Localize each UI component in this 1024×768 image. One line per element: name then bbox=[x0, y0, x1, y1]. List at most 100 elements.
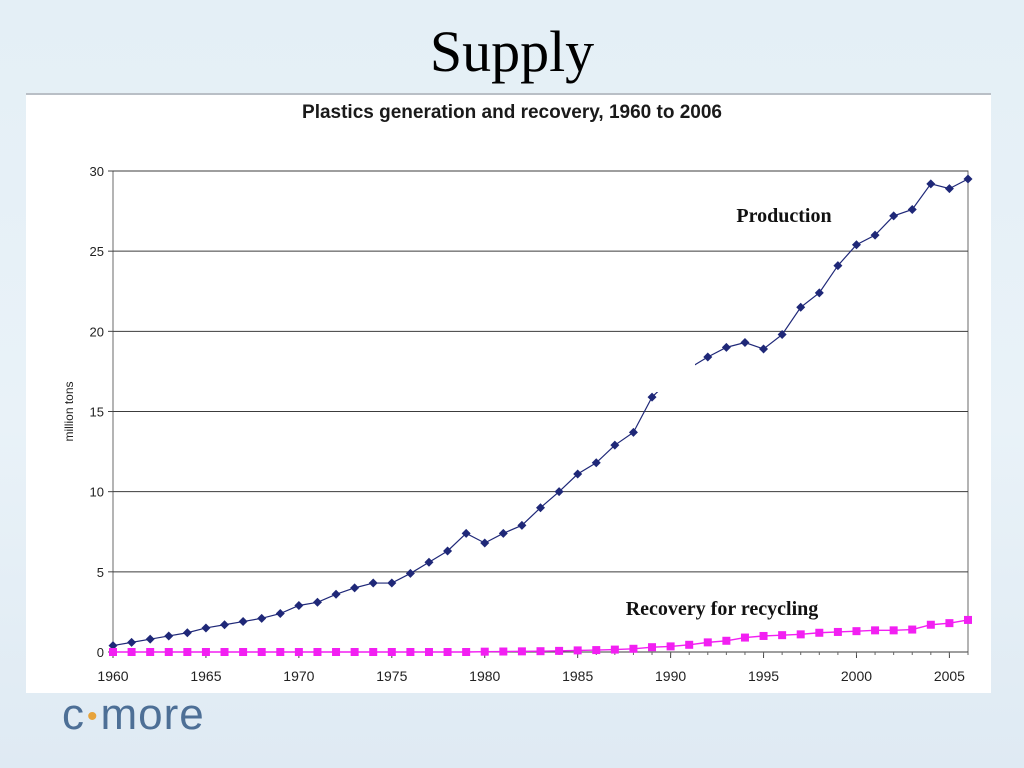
y-tick-label: 5 bbox=[97, 565, 104, 580]
production-point bbox=[647, 392, 657, 402]
production-point bbox=[182, 628, 192, 638]
recovery-point bbox=[592, 646, 601, 655]
production-point bbox=[480, 538, 490, 548]
chart-panel bbox=[26, 93, 991, 693]
production-point bbox=[610, 440, 620, 450]
recovery-point bbox=[722, 636, 731, 645]
production-point bbox=[275, 609, 285, 619]
production-point bbox=[926, 179, 936, 189]
production-point bbox=[721, 342, 731, 352]
production-point bbox=[833, 261, 843, 271]
recovery-line bbox=[113, 619, 969, 653]
recovery-point bbox=[889, 626, 898, 635]
recovery-point bbox=[629, 644, 638, 653]
chart-title: Plastics generation and recovery, 1960 t… bbox=[302, 102, 722, 123]
y-tick-label: 30 bbox=[90, 164, 104, 179]
x-tick-label: 1995 bbox=[748, 668, 779, 684]
recovery-point bbox=[796, 630, 805, 639]
y-tick-label: 15 bbox=[90, 405, 104, 420]
recovery-point bbox=[294, 648, 303, 656]
x-tick-label: 2005 bbox=[934, 668, 965, 684]
x-tick-label: 1970 bbox=[283, 668, 314, 684]
recovery-point bbox=[871, 626, 880, 635]
production-point bbox=[443, 546, 453, 556]
recovery-point bbox=[759, 631, 768, 640]
production-point bbox=[796, 302, 806, 312]
recovery-point bbox=[164, 648, 173, 656]
recovery-point bbox=[183, 648, 192, 656]
recovery-point bbox=[239, 648, 248, 656]
recovery-annotation: Recovery for recycling bbox=[626, 598, 819, 620]
recovery-point bbox=[555, 646, 564, 655]
recovery-point bbox=[276, 648, 285, 656]
production-point bbox=[814, 288, 824, 298]
recovery-point bbox=[146, 648, 155, 656]
production-point bbox=[740, 338, 750, 348]
production-line bbox=[112, 178, 969, 647]
recovery-point bbox=[424, 648, 433, 656]
production-point bbox=[517, 520, 527, 530]
production-point bbox=[703, 352, 713, 362]
recovery-point bbox=[369, 648, 378, 656]
recovery-point bbox=[833, 627, 842, 636]
production-point bbox=[554, 487, 564, 497]
production-point bbox=[145, 634, 155, 644]
recovery-point bbox=[406, 648, 415, 656]
production-point bbox=[759, 344, 769, 354]
logo-dot: • bbox=[87, 700, 99, 734]
production-point bbox=[164, 631, 174, 641]
y-axis-label: million tons bbox=[62, 381, 76, 441]
production-point bbox=[963, 174, 973, 184]
production-point bbox=[591, 458, 601, 468]
recovery-point bbox=[778, 631, 787, 640]
cmore-logo: c•more bbox=[62, 690, 205, 740]
production-point bbox=[777, 330, 787, 340]
production-point bbox=[405, 568, 415, 578]
recovery-point bbox=[852, 627, 861, 636]
x-tick-label: 1990 bbox=[655, 668, 686, 684]
production-point bbox=[628, 427, 638, 437]
recovery-point bbox=[908, 625, 917, 634]
production-point bbox=[851, 240, 861, 250]
y-tick-label: 20 bbox=[90, 324, 104, 339]
y-tick-label: 0 bbox=[97, 645, 104, 660]
production-point bbox=[294, 601, 304, 611]
slide-title: Supply bbox=[429, 19, 595, 84]
recovery-point bbox=[610, 645, 619, 654]
x-tick-label: 2000 bbox=[841, 668, 872, 684]
recovery-point bbox=[685, 640, 694, 649]
recovery-point bbox=[220, 648, 229, 656]
production-annotation: Production bbox=[736, 205, 831, 227]
logo-text-c: c bbox=[62, 690, 85, 739]
production-point bbox=[387, 578, 397, 588]
recovery-point bbox=[387, 648, 396, 656]
recovery-point bbox=[480, 647, 489, 656]
label-mask bbox=[655, 340, 695, 392]
x-tick-label: 1975 bbox=[376, 668, 407, 684]
recovery-point bbox=[127, 648, 136, 656]
production-point bbox=[350, 583, 360, 593]
recovery-point bbox=[926, 620, 935, 629]
production-point bbox=[536, 503, 545, 513]
recovery-point bbox=[666, 642, 675, 651]
x-tick-label: 1985 bbox=[562, 668, 593, 684]
production-point bbox=[312, 597, 322, 607]
recovery-point bbox=[499, 647, 508, 656]
x-tick-label: 1980 bbox=[469, 668, 500, 684]
recovery-point bbox=[462, 648, 471, 656]
recovery-point bbox=[517, 647, 526, 656]
recovery-point bbox=[109, 648, 117, 656]
logo-text-more: more bbox=[100, 690, 205, 739]
recovery-point bbox=[313, 648, 322, 656]
recovery-point bbox=[945, 619, 954, 628]
y-tick-label: 10 bbox=[90, 485, 104, 500]
recovery-point bbox=[443, 648, 452, 656]
recovery-point bbox=[964, 615, 972, 624]
recovery-point bbox=[536, 647, 545, 656]
production-point bbox=[907, 204, 917, 214]
x-tick-label: 1965 bbox=[190, 668, 221, 684]
production-point bbox=[108, 641, 118, 651]
recovery-point bbox=[648, 643, 657, 652]
production-point bbox=[220, 620, 230, 630]
